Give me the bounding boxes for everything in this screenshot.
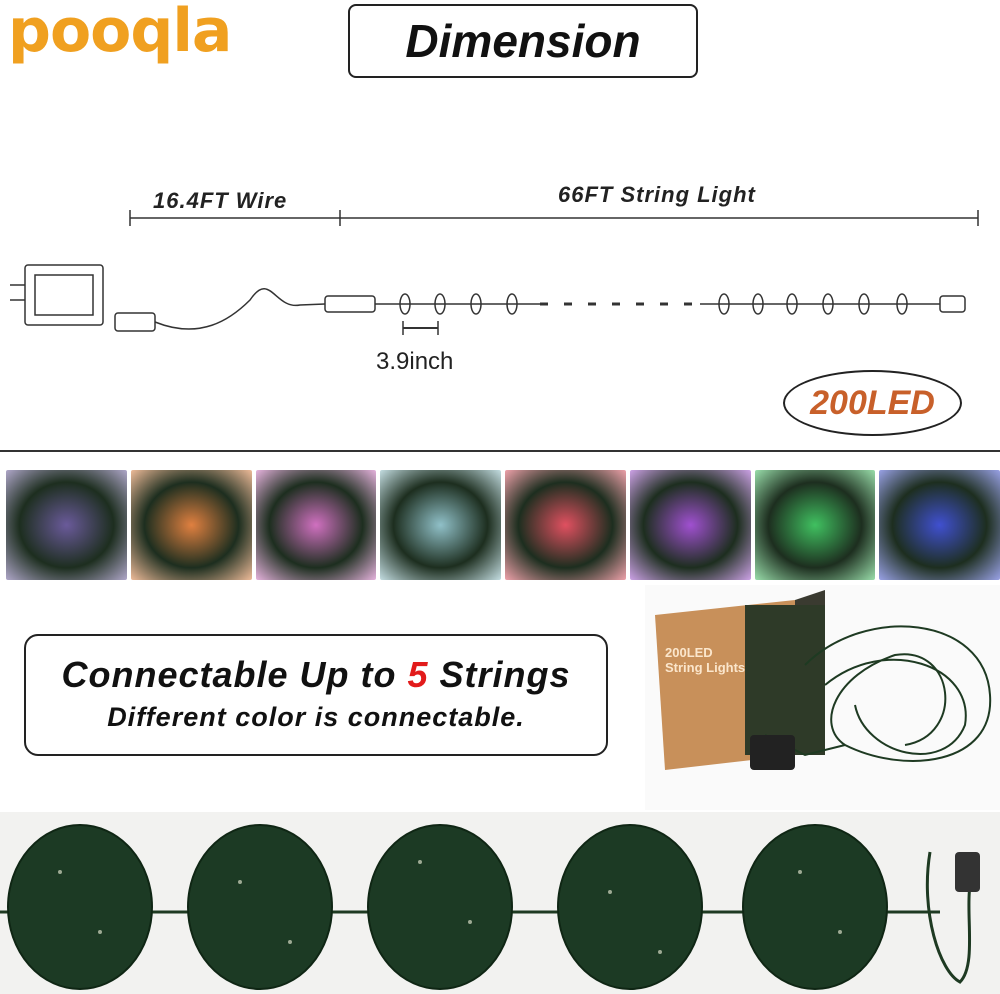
headline-text: Connectable Up to bbox=[61, 654, 408, 695]
page-title: Dimension bbox=[348, 4, 698, 78]
adapter-icon bbox=[750, 735, 795, 770]
color-swatch-green bbox=[754, 470, 876, 580]
dimension-diagram bbox=[10, 210, 979, 335]
divider bbox=[0, 450, 1000, 452]
product-box-photo: 200LED String Lights bbox=[645, 585, 1000, 810]
max-strings-count: 5 bbox=[407, 654, 429, 695]
connected-strings-photo bbox=[0, 812, 1000, 994]
plug-connector-icon bbox=[324, 295, 376, 313]
color-swatch-orange bbox=[130, 470, 252, 580]
light-string-coil bbox=[7, 824, 153, 990]
color-swatch-blue bbox=[879, 470, 1000, 580]
adapter-icon bbox=[955, 852, 980, 892]
brand-logo: pooqla bbox=[8, 0, 232, 66]
color-swatch-multicolor bbox=[6, 470, 127, 580]
adapter-icon bbox=[24, 264, 104, 326]
bulb-spacing-label: 3.9inch bbox=[376, 348, 454, 375]
led-count-badge: 200LED bbox=[783, 370, 962, 436]
light-string-coil bbox=[742, 824, 888, 990]
string-length-label: 66FT String Light bbox=[558, 182, 756, 207]
color-swatch-purple bbox=[629, 470, 751, 580]
color-mode-swatches bbox=[6, 470, 1000, 580]
light-string-coil bbox=[557, 824, 703, 990]
color-swatch-pink bbox=[255, 470, 377, 580]
light-string-coil bbox=[187, 824, 333, 990]
connectable-info-box: Connectable Up to 5 Strings Different co… bbox=[24, 634, 608, 756]
light-string-coil bbox=[367, 824, 513, 990]
connectable-subtext: Different color is connectable. bbox=[107, 702, 525, 732]
color-swatch-cool-white bbox=[380, 470, 501, 580]
connectable-headline: Connectable Up to 5 Strings bbox=[26, 654, 606, 696]
headline-text-end: Strings bbox=[428, 654, 571, 695]
led-bulbs bbox=[399, 293, 908, 315]
color-swatch-red bbox=[505, 470, 626, 580]
end-connector-icon bbox=[939, 295, 966, 313]
box-label: 200LED String Lights bbox=[665, 645, 746, 675]
wire-length-label: 16.4FT Wire bbox=[153, 188, 288, 213]
